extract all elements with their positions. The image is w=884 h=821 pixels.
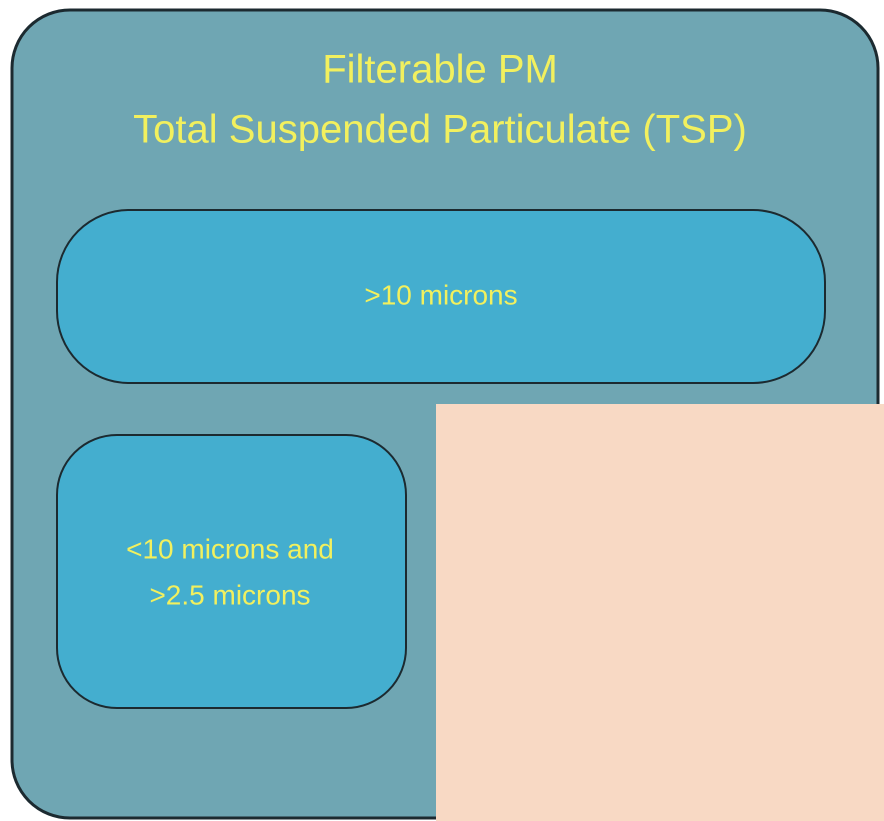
title-line: Filterable PM <box>322 48 558 92</box>
box-label: >10 microns <box>364 279 517 310</box>
box <box>56 209 826 384</box>
box <box>56 434 407 709</box>
box-label: >2.5 microns <box>149 579 310 610</box>
box-label: <10 microns and <box>126 533 334 564</box>
title-line: Total Suspended Particulate (TSP) <box>133 108 747 152</box>
overlay-panel <box>436 404 884 821</box>
